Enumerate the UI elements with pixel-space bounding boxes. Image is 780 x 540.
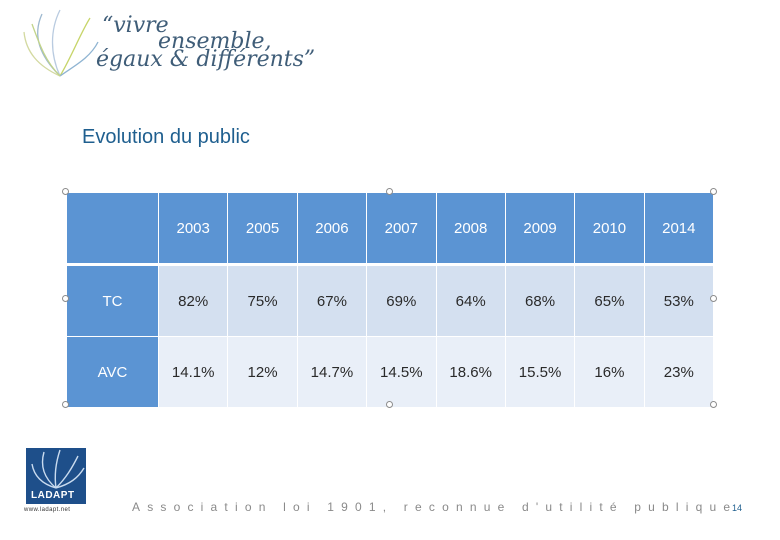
page-number: 14 (732, 503, 743, 513)
slogan-line-3: égaux & différents” (96, 47, 316, 72)
table-cell: 65% (574, 264, 645, 337)
table-cell: 69% (366, 264, 437, 337)
year-header: 2007 (366, 192, 437, 265)
table-cell: 82% (157, 264, 229, 337)
table-cell: 75% (227, 264, 298, 337)
resize-handle-middle-right[interactable] (710, 295, 717, 302)
table-cell: 67% (296, 264, 368, 337)
slogan-line-2: ensemble, (158, 29, 272, 54)
table-header-row: 2003 2005 2006 2007 2008 2009 2010 2014 (66, 192, 715, 265)
resize-handle-top-left[interactable] (62, 188, 69, 195)
table-cell: 14.1% (157, 336, 229, 408)
ladapt-flower-icon (31, 449, 85, 489)
year-header: 2014 (643, 192, 715, 265)
table-cell: 18.6% (435, 336, 506, 408)
table-cell: 15.5% (504, 336, 576, 408)
table-cell: 16% (574, 336, 645, 408)
year-header: 2009 (504, 192, 576, 265)
table-cell: 68% (504, 264, 576, 337)
resize-handle-bottom-center[interactable] (386, 401, 393, 408)
resize-handle-middle-left[interactable] (62, 295, 69, 302)
table-row-tc: TC 82% 75% 67% 69% 64% 68% 65% 53% (66, 264, 715, 337)
resize-handle-top-center[interactable] (386, 188, 393, 195)
footer-url: www.ladapt.net (24, 507, 71, 513)
slogan-line-1: “vivre (102, 13, 169, 38)
year-header: 2003 (157, 192, 229, 265)
resize-handle-bottom-left[interactable] (62, 401, 69, 408)
ladapt-logo (26, 448, 86, 504)
table-row-avc: AVC 14.1% 12% 14.7% 14.5% 18.6% 15.5% 16… (66, 336, 715, 408)
footer-tagline: Association loi 1901, reconnue d'utilité… (132, 500, 738, 514)
ladapt-logo-text: LADAPT (31, 490, 75, 501)
row-label: AVC (66, 336, 159, 408)
flower-logo-icon (23, 9, 99, 77)
row-label: TC (66, 264, 159, 337)
table-cell: 53% (643, 264, 715, 337)
table-cell: 23% (643, 336, 715, 408)
year-header: 2005 (227, 192, 298, 265)
evolution-table[interactable]: 2003 2005 2006 2007 2008 2009 2010 2014 … (66, 192, 715, 408)
resize-handle-bottom-right[interactable] (710, 401, 717, 408)
year-header: 2008 (435, 192, 506, 265)
year-header: 2006 (296, 192, 368, 265)
resize-handle-top-right[interactable] (710, 188, 717, 195)
table-cell: 64% (435, 264, 506, 337)
table-cell: 14.7% (296, 336, 368, 408)
section-title: Evolution du public (82, 126, 250, 148)
table-cell: 12% (227, 336, 298, 408)
table-cell: 14.5% (366, 336, 437, 408)
table-corner-cell (66, 192, 159, 265)
year-header: 2010 (574, 192, 645, 265)
